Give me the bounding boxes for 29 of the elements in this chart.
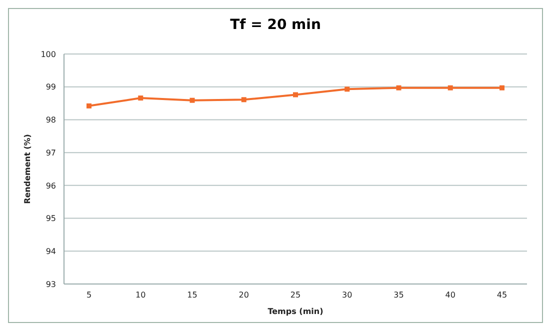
x-tick-label: 5: [86, 290, 92, 300]
point: [500, 85, 504, 90]
x-tick-label: 25: [290, 290, 301, 300]
y-tick-label: 96: [46, 181, 56, 190]
x-tick-label: 40: [445, 290, 456, 300]
y-tick-label: 98: [46, 116, 56, 125]
chart-title: Tf = 20 min: [229, 17, 322, 33]
point: [138, 96, 144, 101]
point: [241, 97, 246, 102]
y-tick-label: 100: [40, 50, 56, 59]
x-tick-label: 10: [136, 290, 146, 300]
x-tick-label: 30: [342, 290, 352, 300]
y-tick-label: 97: [46, 148, 56, 158]
x-tick-label: 45: [496, 290, 508, 300]
x-tick-label: 35: [394, 290, 404, 300]
point: [344, 86, 350, 92]
point: [448, 85, 453, 90]
point: [293, 92, 298, 98]
x-axis-title: Temps (min): [268, 307, 324, 316]
x-tick-label: 20: [238, 290, 249, 300]
point: [86, 103, 92, 108]
x-tick-label: 15: [187, 290, 198, 300]
y-tick-label: 93: [46, 280, 56, 289]
y-tick-label: 99: [46, 82, 56, 92]
y-axis-title: Rendement (%): [22, 134, 32, 204]
y-tick-label: 94: [46, 246, 56, 256]
point: [396, 85, 402, 90]
y-tick-label: 95: [46, 214, 56, 224]
point: [190, 98, 195, 103]
